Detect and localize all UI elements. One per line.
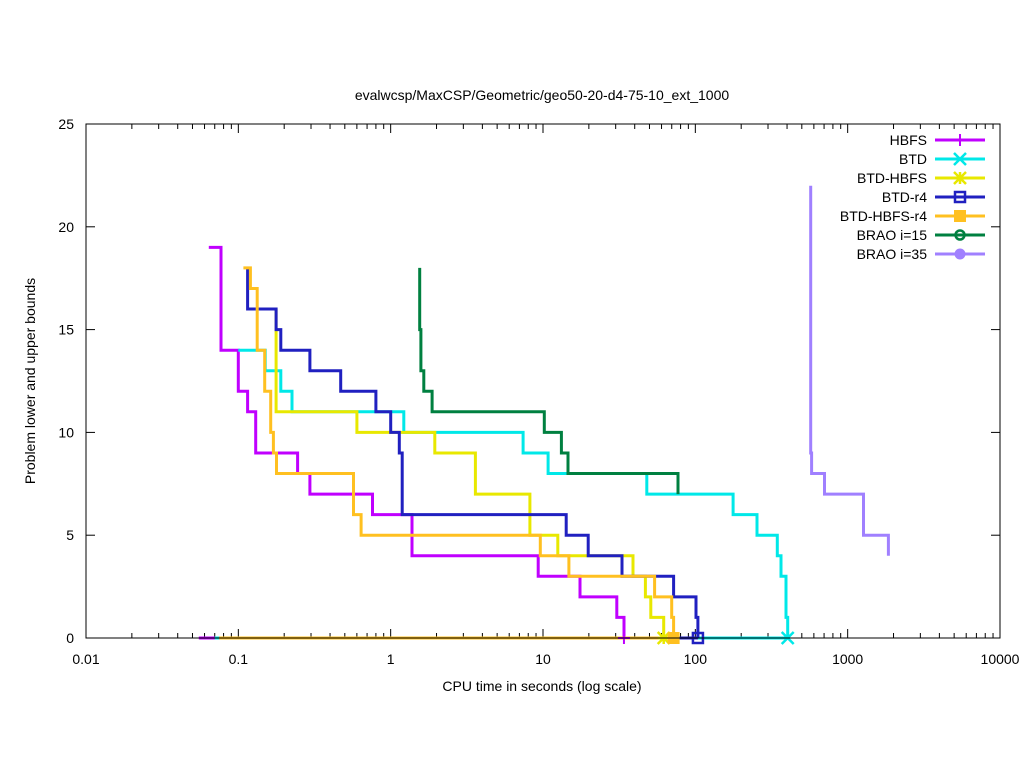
- legend-item: BRAO i=35: [857, 246, 985, 262]
- upper-bound-line: [246, 267, 700, 638]
- legend-label: BTD-r4: [882, 189, 927, 205]
- x-marker: [953, 152, 967, 166]
- x-tick-label: 1000: [832, 651, 863, 667]
- upper-bound-line: [208, 245, 626, 638]
- x-tick-label: 1: [387, 651, 395, 667]
- legend-item: BTD: [899, 151, 985, 167]
- legend-label: HBFS: [890, 132, 927, 148]
- filled-box-marker: [954, 210, 966, 222]
- legend-label: BTD-HBFS-r4: [840, 208, 927, 224]
- y-tick-label: 20: [58, 219, 74, 235]
- plot-border: [85, 123, 1001, 639]
- y-tick-label: 10: [58, 424, 74, 440]
- x-tick-label: 100: [684, 651, 708, 667]
- upper-bound-line: [418, 267, 680, 495]
- y-tick-label: 15: [58, 322, 74, 338]
- x-tick-label: 10000: [981, 651, 1020, 667]
- upper-bound-line: [274, 309, 666, 638]
- y-tick-label: 25: [58, 116, 74, 132]
- chart-title: evalwcsp/MaxCSP/Geometric/geo50-20-d4-75…: [355, 87, 730, 103]
- legend-item: BRAO i=15: [857, 227, 985, 243]
- plus-marker: [954, 134, 966, 146]
- box-marker: [953, 190, 967, 204]
- legend-item: BTD-r4: [882, 189, 985, 205]
- x-tick-label: 10: [535, 651, 551, 667]
- legend-label: BRAO i=35: [857, 246, 928, 262]
- x-tick-label: 0.1: [229, 651, 249, 667]
- legend-label: BRAO i=15: [857, 227, 928, 243]
- star-marker: [953, 171, 967, 185]
- y-axis-label: Problem lower and upper bounds: [22, 278, 38, 484]
- filled-circle-marker: [954, 248, 966, 260]
- x-tick-label: 0.01: [72, 651, 99, 667]
- legend-label: BTD: [899, 151, 927, 167]
- circle-marker: [954, 229, 966, 241]
- x-axis-label: CPU time in seconds (log scale): [442, 678, 641, 694]
- series-brao-i-15: [418, 267, 680, 495]
- series-brao-i-35: [809, 185, 890, 556]
- upper-bound-line: [243, 266, 676, 638]
- y-tick-label: 0: [66, 630, 74, 646]
- upper-bound-line: [809, 185, 890, 556]
- legend-item: BTD-HBFS-r4: [840, 208, 985, 224]
- legend-item: BTD-HBFS: [857, 170, 985, 186]
- legend-item: HBFS: [890, 132, 985, 148]
- y-tick-label: 5: [66, 527, 74, 543]
- legend-label: BTD-HBFS: [857, 170, 927, 186]
- legend: HBFS BTD BTD-HBFS BTD-r4 BTD-HBFS-r4 BRAO i=1…: [840, 132, 985, 262]
